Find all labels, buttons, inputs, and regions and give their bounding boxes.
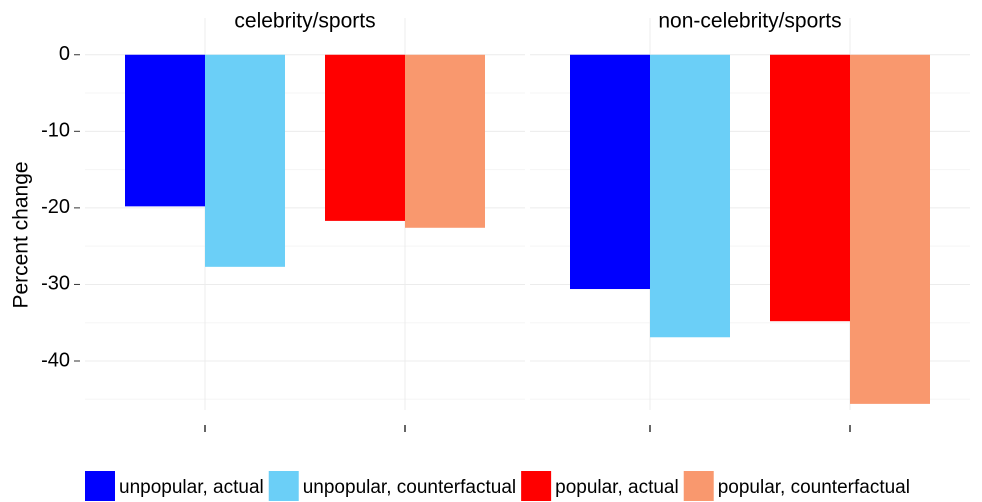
facet-title: non-celebrity/sports xyxy=(658,10,841,33)
legend-label: unpopular, counterfactual xyxy=(303,477,516,498)
y-tick-label: -20 xyxy=(41,196,70,218)
bar xyxy=(770,54,850,322)
bar xyxy=(125,54,205,207)
bar xyxy=(325,54,405,221)
bar xyxy=(570,54,650,290)
facet-title: celebrity/sports xyxy=(234,10,375,33)
y-tick-label: -30 xyxy=(41,273,70,295)
bar xyxy=(405,54,485,228)
bar xyxy=(850,54,930,404)
legend-label: popular, counterfactual xyxy=(718,477,910,498)
legend-label: unpopular, actual xyxy=(119,477,264,498)
y-tick-label: 0 xyxy=(59,43,70,65)
legend-swatch xyxy=(683,471,714,501)
legend-swatch xyxy=(268,471,299,501)
bar xyxy=(205,54,285,267)
y-tick-label: -10 xyxy=(41,120,70,142)
legend-label: popular, actual xyxy=(555,477,679,498)
y-tick-label: -40 xyxy=(41,349,70,371)
y-axis-label: Percent change xyxy=(10,161,33,308)
legend-swatch xyxy=(521,471,552,501)
legend-swatch xyxy=(85,471,115,501)
bar xyxy=(650,54,730,338)
